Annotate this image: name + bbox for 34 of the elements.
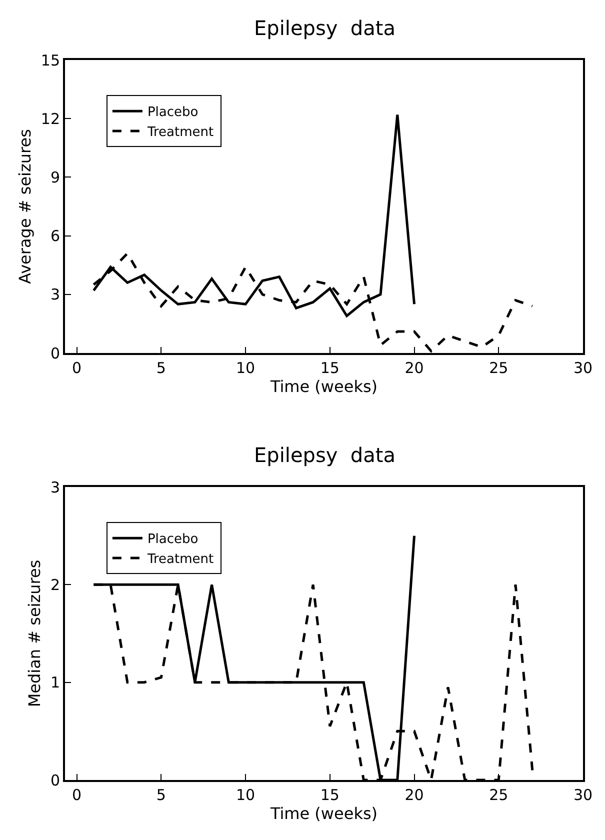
x-tick-label: 25 <box>489 359 508 377</box>
x-tick-label: 15 <box>320 786 340 804</box>
legend-label: Placebo <box>147 105 198 120</box>
legend-label: Placebo <box>147 532 198 548</box>
x-tick-label: 20 <box>404 786 424 804</box>
legend-label: Treatment <box>146 125 214 140</box>
legend-label: Treatment <box>146 552 214 568</box>
x-tick-label: 5 <box>156 359 166 377</box>
x-tick-label: 30 <box>573 786 593 804</box>
y-tick-label: 0 <box>50 771 60 790</box>
y-tick-label: 3 <box>50 286 60 304</box>
y-tick-label: 15 <box>40 51 60 70</box>
x-tick-label: 15 <box>320 359 340 377</box>
chart-title: Epilepsy data <box>254 16 396 40</box>
y-axis-title: Average # seizures <box>15 129 34 284</box>
y-axis-title: Median # seizures <box>24 560 44 708</box>
y-tick-label: 6 <box>50 227 60 246</box>
x-axis-title: Time (weeks) <box>269 377 378 396</box>
x-tick-label: 25 <box>489 786 508 804</box>
x-tick-label: 10 <box>236 786 256 804</box>
x-tick-label: 0 <box>72 359 82 377</box>
y-tick-label: 1 <box>50 674 60 692</box>
chart-title: Epilepsy data <box>254 443 396 467</box>
x-tick-label: 0 <box>72 786 82 804</box>
y-tick-label: 9 <box>50 168 60 186</box>
y-tick-label: 0 <box>50 344 60 362</box>
y-tick-label: 3 <box>50 478 60 496</box>
y-tick-label: 2 <box>50 576 60 594</box>
x-tick-label: 5 <box>156 786 166 804</box>
x-tick-label: 20 <box>404 359 424 377</box>
x-axis-title: Time (weeks) <box>269 804 378 823</box>
x-tick-label: 30 <box>573 359 593 377</box>
y-tick-label: 12 <box>40 110 60 128</box>
x-tick-label: 10 <box>236 359 256 377</box>
